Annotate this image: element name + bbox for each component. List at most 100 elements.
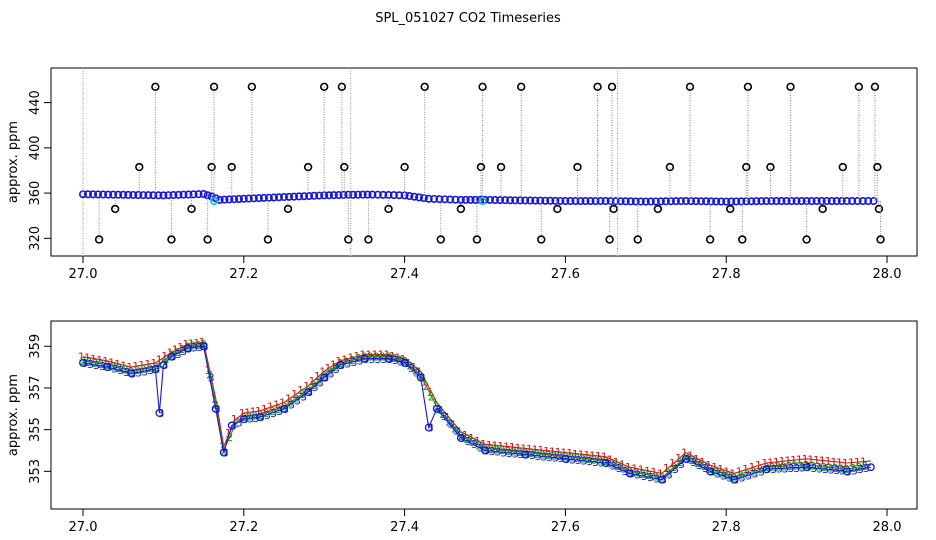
series-glyph-3: 3	[317, 376, 324, 389]
point-marker	[304, 388, 313, 397]
series-glyph-2: 2	[701, 460, 708, 473]
baseline-point	[697, 197, 706, 206]
series-glyph-3: 3	[419, 372, 426, 385]
bottom-y-ticks: 353 355 357 359	[28, 334, 52, 484]
baseline-point	[446, 195, 455, 204]
series-glyph-1: 1	[681, 447, 688, 460]
series-glyph-3: 3	[397, 356, 404, 369]
series-glyph-1: 1	[250, 406, 257, 419]
point-marker	[842, 467, 851, 476]
series-glyph-1: 1	[341, 353, 348, 366]
series-glyph-1: 1	[114, 358, 121, 371]
series-glyph-3: 3	[93, 359, 100, 372]
series-glyph-3: 3	[770, 463, 777, 476]
outlier-point	[400, 162, 409, 172]
series-glyph-3: 3	[622, 465, 629, 478]
outlier-point	[876, 235, 885, 244]
series-glyph-3: 3	[202, 340, 209, 353]
baseline-point	[415, 193, 424, 202]
series-glyph-3: 3	[191, 342, 198, 355]
baseline-point	[671, 197, 680, 206]
point-marker	[762, 465, 771, 474]
series-glyph-2: 2	[620, 463, 627, 476]
series-glyph-3: 3	[362, 353, 369, 366]
series-glyph-1: 1	[371, 349, 378, 362]
series-glyph-1: 1	[650, 466, 657, 479]
point-marker	[802, 463, 811, 472]
series-glyph-3: 3	[117, 364, 124, 377]
series-glyph-1: 1	[400, 353, 407, 366]
series-glyph-1: 1	[188, 337, 195, 350]
series-glyph-1: 1	[416, 365, 423, 378]
series-glyph-1: 1	[669, 457, 676, 470]
series-glyph-1: 1	[291, 388, 298, 401]
series-glyph-2: 2	[769, 461, 776, 474]
baseline-point	[832, 197, 841, 206]
series-glyph-3: 3	[435, 403, 442, 416]
baseline-point	[310, 191, 319, 200]
series-glyph-2: 2	[331, 361, 338, 374]
point-marker	[320, 373, 329, 382]
y-tick-label: 360	[28, 181, 43, 206]
baseline-point	[531, 196, 540, 205]
baseline-point	[159, 191, 168, 200]
baseline-point	[787, 197, 796, 206]
x-tick-label: 27.8	[712, 520, 741, 535]
series-glyph-1: 1	[638, 464, 645, 477]
outlier-point	[742, 162, 751, 172]
series-glyph-1: 1	[657, 467, 664, 480]
series-glyph-3: 3	[598, 456, 605, 469]
baseline-point	[762, 197, 771, 206]
series-glyph-3: 3	[586, 455, 593, 468]
series-glyph-1: 1	[450, 418, 457, 431]
series-glyph-1: 1	[848, 456, 855, 469]
series-glyph-1: 1	[784, 455, 791, 468]
baseline-point	[486, 195, 495, 204]
series-glyph-3: 3	[105, 361, 112, 374]
series-glyph-3: 3	[135, 366, 142, 379]
series-glyph-1: 1	[526, 443, 533, 456]
series-glyph-2: 2	[713, 465, 720, 478]
baseline-point	[84, 190, 93, 199]
baseline-point	[285, 192, 294, 201]
baseline-point	[767, 197, 776, 206]
point-marker	[360, 354, 369, 363]
series-glyph-2: 2	[849, 462, 856, 475]
series-glyph-2: 2	[652, 470, 659, 483]
series-glyph-1: 1	[150, 357, 157, 370]
series-glyph-3: 3	[833, 464, 840, 477]
series-glyph-1: 1	[267, 401, 274, 414]
series-glyph-1: 1	[555, 446, 562, 459]
x-tick-label: 28.0	[873, 267, 902, 282]
baseline-point	[269, 193, 278, 202]
baseline-point	[290, 192, 299, 201]
series-glyph-2: 2	[373, 351, 380, 364]
outlier-point	[873, 162, 882, 172]
baseline-point	[561, 197, 570, 206]
series-glyph-1: 1	[78, 351, 85, 364]
series-glyph-3: 3	[477, 441, 484, 454]
series-glyph-3: 3	[180, 345, 187, 358]
series-line-3	[82, 345, 871, 481]
series-glyph-3: 3	[793, 462, 800, 475]
series-glyph-1: 1	[132, 360, 139, 373]
figure-title: SPL_051027 CO2 Timeseries	[375, 11, 561, 26]
series-glyph-1: 1	[166, 347, 173, 360]
series-glyph-3: 3	[739, 472, 746, 485]
point-marker	[280, 404, 288, 413]
series-glyph-3: 3	[447, 417, 454, 430]
baseline-point	[194, 190, 203, 199]
series-glyph-3: 3	[672, 463, 679, 476]
series-glyph-3: 3	[333, 363, 340, 376]
outlier-point	[874, 204, 884, 214]
series-glyph-2: 2	[614, 460, 621, 473]
baseline-point	[353, 190, 362, 199]
series-glyph-3: 3	[99, 360, 106, 373]
series-glyph-1: 1	[790, 454, 797, 467]
baseline-point	[541, 196, 550, 205]
series-glyph-3: 3	[196, 341, 203, 354]
series-glyph-3: 3	[242, 413, 249, 426]
series-glyph-3: 3	[236, 416, 243, 429]
series-glyph-3: 3	[726, 472, 733, 485]
baseline-point	[556, 196, 565, 205]
